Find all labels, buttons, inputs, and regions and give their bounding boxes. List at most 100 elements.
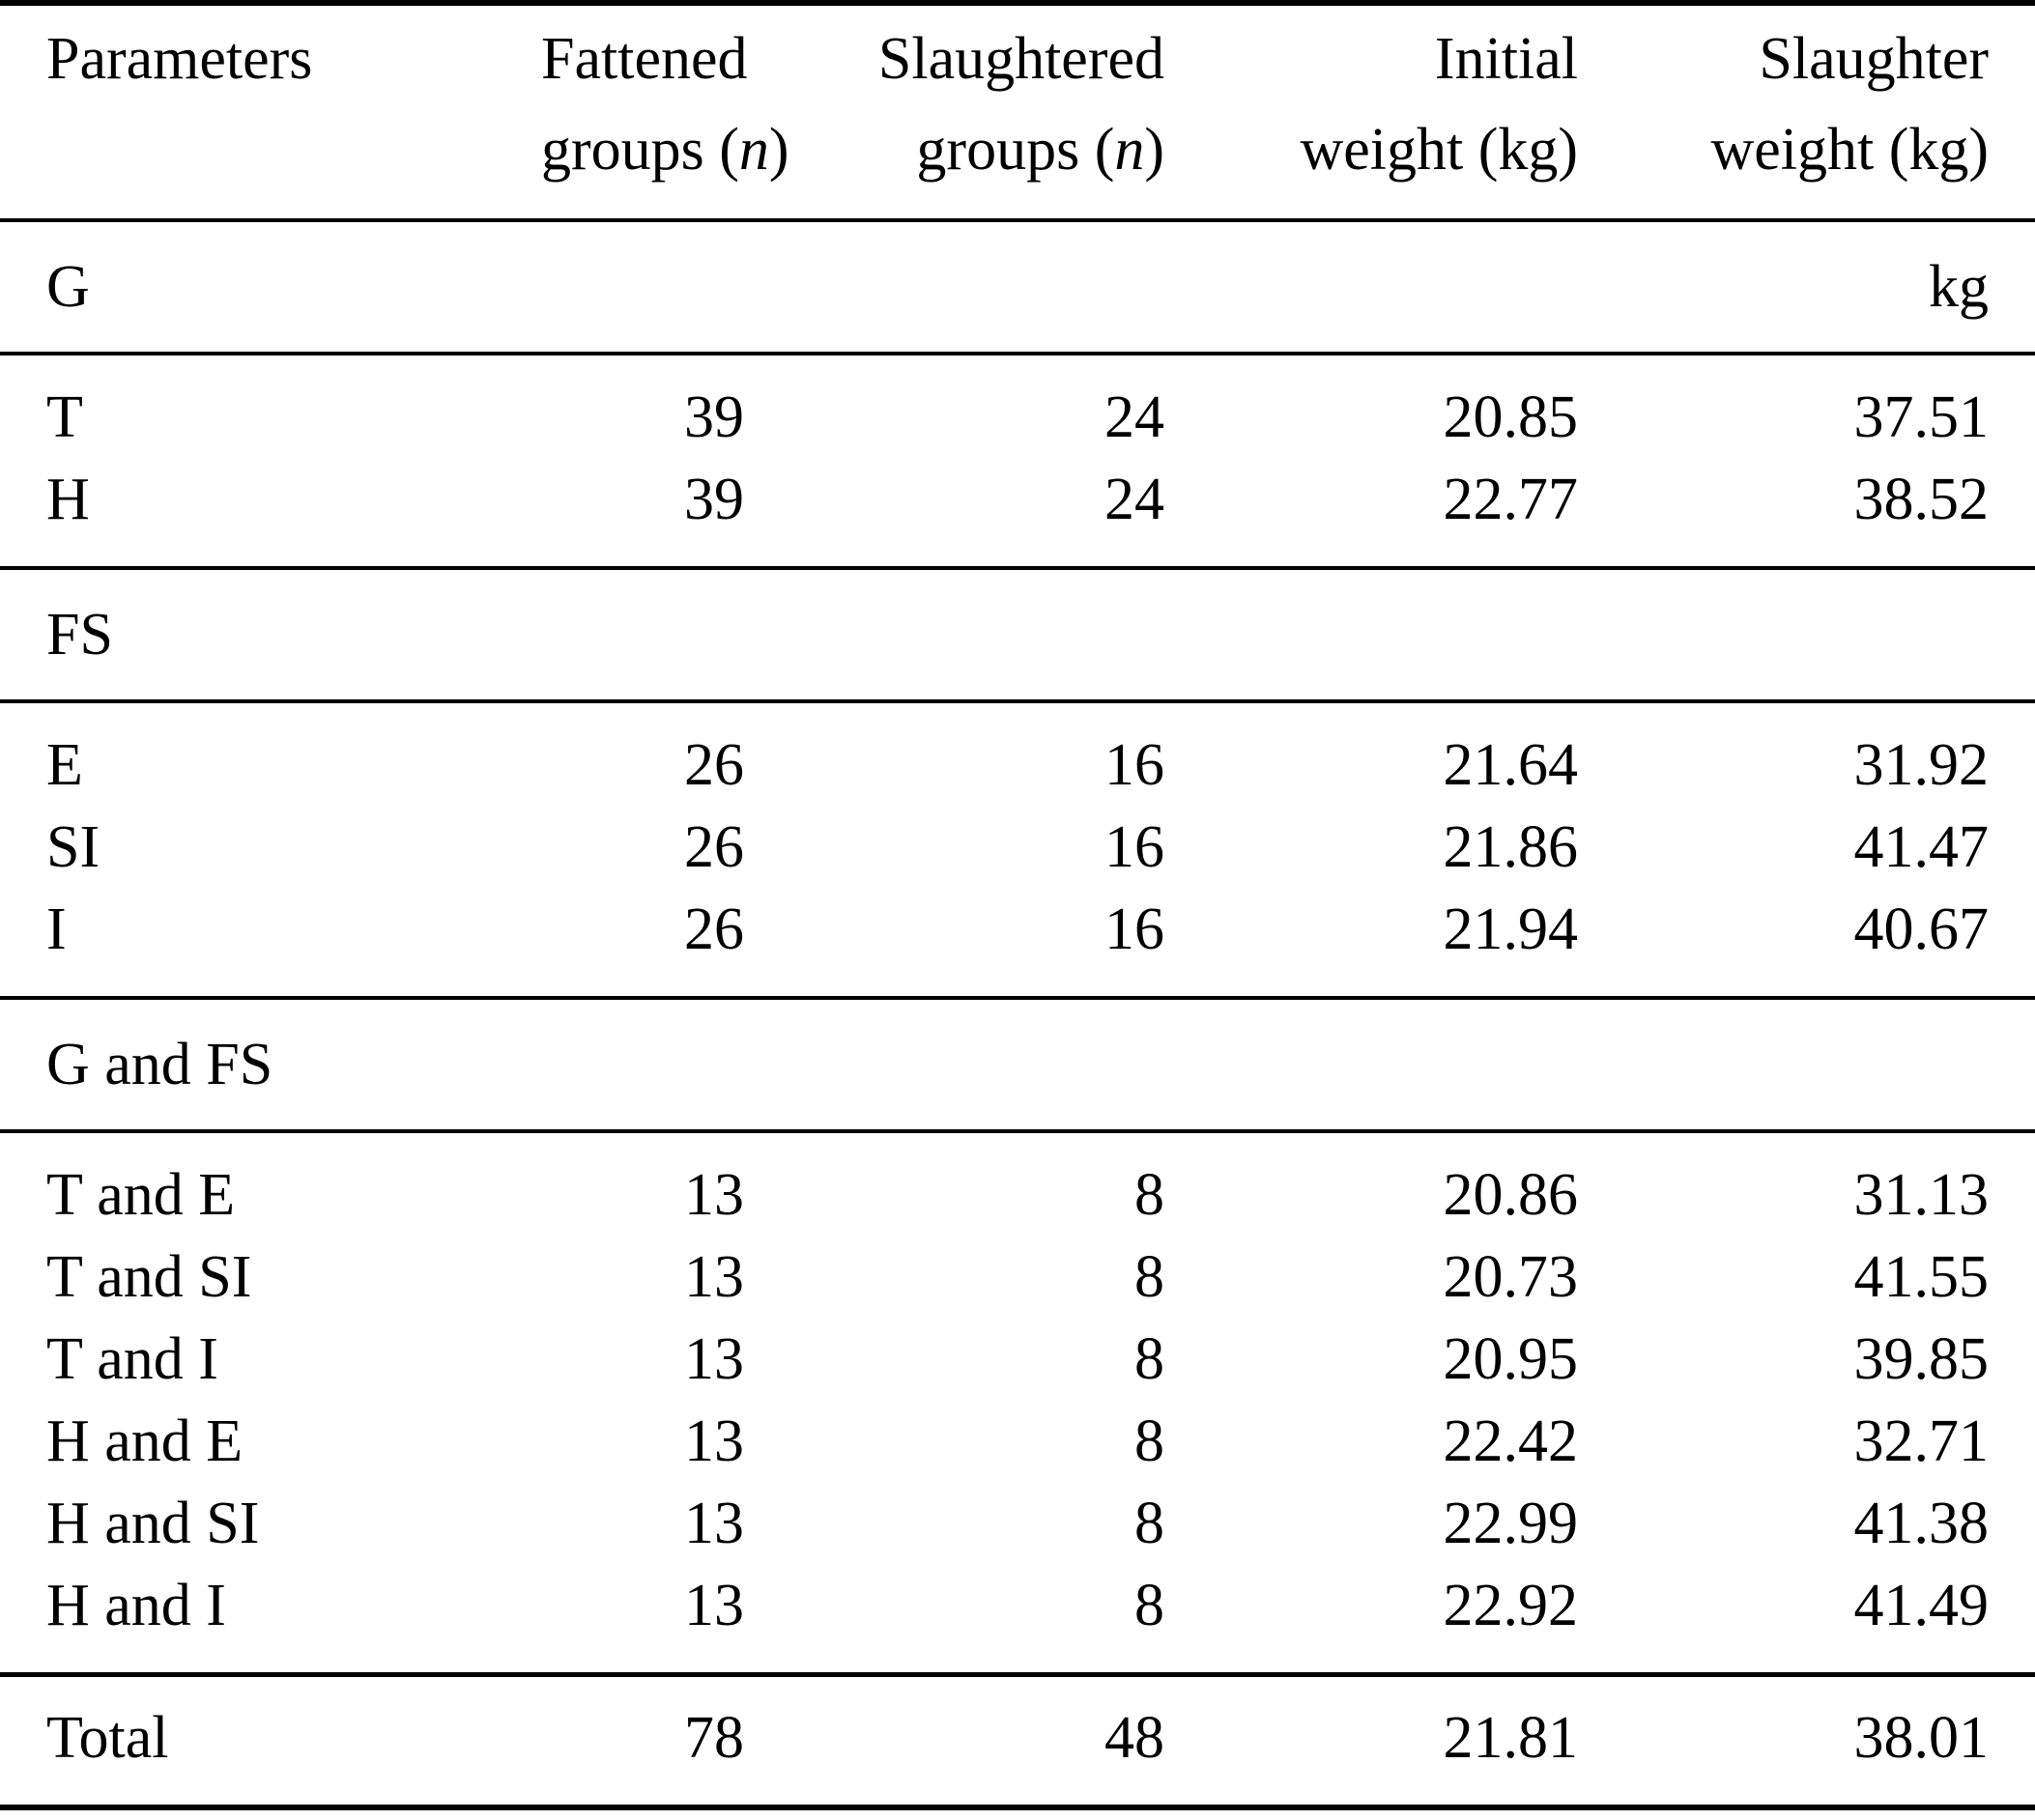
cell-param: H xyxy=(46,467,90,532)
cell-slaughtered: 16 xyxy=(1104,732,1164,798)
cell-param: H and E xyxy=(46,1408,244,1474)
empty-cell xyxy=(541,218,744,355)
section-label: G xyxy=(0,218,541,355)
cell-param: H and SI xyxy=(46,1491,260,1556)
cell-slaughtered: 24 xyxy=(1104,384,1164,450)
header-line1: Fattened xyxy=(541,26,748,92)
empty-cell xyxy=(1164,218,1578,355)
header-line2: groups ( xyxy=(541,117,739,183)
cell-slaughter-weight: 38.52 xyxy=(1853,467,1990,532)
cell-slaughter-weight: 40.67 xyxy=(1853,896,1990,962)
section-row-g-and-fs: G and FS xyxy=(0,996,2035,1133)
table-row-si: SI 26 16 21.86 41.47 xyxy=(0,807,2035,889)
cell-slaughtered: 16 xyxy=(1104,896,1164,962)
unit-cell xyxy=(1578,996,2035,1133)
empty-cell xyxy=(744,996,1164,1133)
cell-slaughter-weight: 41.49 xyxy=(1853,1573,1990,1638)
cell-initial-weight: 20.95 xyxy=(1443,1326,1579,1392)
table-row-h-and-si: H and SI 13 8 22.99 41.38 xyxy=(0,1483,2035,1565)
cell-initial-weight: 20.86 xyxy=(1443,1162,1579,1228)
cell-fattened: 39 xyxy=(684,467,744,532)
cell-param: T xyxy=(46,384,83,450)
cell-param: I xyxy=(46,896,67,962)
table-row-t-and-e: T and E 13 8 20.86 31.13 xyxy=(0,1131,2035,1237)
header-line1: Slaughtered xyxy=(877,26,1164,92)
table-row-t-and-i: T and I 13 8 20.95 39.85 xyxy=(0,1319,2035,1401)
table-row-h: H 39 24 22.77 38.52 xyxy=(0,459,2035,568)
cell-initial-weight: 21.64 xyxy=(1443,732,1579,798)
section-label: G and FS xyxy=(0,996,541,1133)
cell-param: T and I xyxy=(46,1326,218,1392)
empty-cell xyxy=(541,566,744,703)
table-row-e: E 26 16 21.64 31.92 xyxy=(0,701,2035,807)
empty-cell xyxy=(1164,566,1578,703)
italic-n: n xyxy=(1114,117,1145,183)
col-header-parameters: Parameters xyxy=(0,3,541,222)
cell-param: H and I xyxy=(46,1573,226,1638)
cell-slaughtered: 8 xyxy=(1134,1408,1164,1474)
unit-cell xyxy=(1578,566,2035,703)
cell-fattened: 13 xyxy=(684,1573,744,1638)
cell-slaughter-weight: 32.71 xyxy=(1853,1408,1990,1474)
cell-fattened: 26 xyxy=(684,896,744,962)
cell-slaughtered-total: 48 xyxy=(744,1672,1164,1807)
cell-param: T and E xyxy=(46,1162,236,1228)
header-row: Parameters Fattened groups (n) Slaughter… xyxy=(0,3,2035,222)
empty-cell xyxy=(1164,996,1578,1133)
col-header-fattened-groups: Fattened groups (n) xyxy=(541,3,789,222)
cell-slaughtered: 24 xyxy=(1104,467,1164,532)
cell-slaughtered: 8 xyxy=(1134,1162,1164,1228)
header-line2: weight (kg) xyxy=(1710,117,1989,183)
header-label: Parameters xyxy=(46,26,313,92)
section-row-g: G kg xyxy=(0,218,2035,355)
cell-fattened: 13 xyxy=(684,1244,744,1310)
col-header-initial-weight: Initial weight (kg) xyxy=(1164,3,1578,222)
cell-slaughter-weight: 31.92 xyxy=(1853,732,1990,798)
cell-slaughtered: 8 xyxy=(1134,1244,1164,1310)
section-label: FS xyxy=(0,566,541,703)
cell-param: E xyxy=(46,732,83,798)
cell-initial-weight-total: 21.81 xyxy=(1164,1672,1578,1807)
cell-slaughter-weight: 31.13 xyxy=(1853,1162,1990,1228)
cell-slaughter-weight: 37.51 xyxy=(1853,384,1990,450)
cell-slaughtered: 8 xyxy=(1134,1326,1164,1392)
italic-n: n xyxy=(738,117,769,183)
cell-fattened: 13 xyxy=(684,1408,744,1474)
unit-cell: kg xyxy=(1578,218,2035,355)
header-line2-close: ) xyxy=(1144,117,1164,183)
header-line2: weight (kg) xyxy=(1300,117,1578,183)
cell-slaughter-weight: 39.85 xyxy=(1853,1326,1990,1392)
header-line1: Slaughter xyxy=(1759,26,1989,92)
cell-initial-weight: 22.99 xyxy=(1443,1491,1579,1556)
table-row-h-and-e: H and E 13 8 22.42 32.71 xyxy=(0,1401,2035,1483)
cell-initial-weight: 20.85 xyxy=(1443,384,1579,450)
cell-initial-weight: 20.73 xyxy=(1443,1244,1579,1310)
cell-fattened: 13 xyxy=(684,1162,744,1228)
cell-fattened: 26 xyxy=(684,732,744,798)
cell-initial-weight: 21.94 xyxy=(1443,896,1579,962)
empty-cell xyxy=(744,566,1164,703)
table-row-i: I 26 16 21.94 40.67 xyxy=(0,889,2035,998)
table-row-h-and-i: H and I 13 8 22.92 41.49 xyxy=(0,1565,2035,1675)
cell-slaughtered: 8 xyxy=(1134,1573,1164,1638)
col-header-slaughtered-groups: Slaughtered groups (n) xyxy=(744,3,1164,222)
section-row-fs: FS xyxy=(0,566,2035,703)
total-row: Total 78 48 21.81 38.01 xyxy=(0,1672,2035,1807)
cell-fattened: 39 xyxy=(684,384,744,450)
cell-slaughtered: 8 xyxy=(1134,1491,1164,1556)
cell-initial-weight: 22.77 xyxy=(1443,467,1579,532)
cell-slaughter-weight: 41.38 xyxy=(1853,1491,1990,1556)
cell-slaughter-weight: 41.47 xyxy=(1853,814,1990,880)
empty-cell xyxy=(541,996,744,1133)
empty-cell xyxy=(744,218,1164,355)
header-line1: Initial xyxy=(1434,26,1578,92)
cell-slaughter-weight-total: 38.01 xyxy=(1578,1672,2035,1807)
cell-initial-weight: 22.92 xyxy=(1443,1573,1579,1638)
header-line2: groups ( xyxy=(916,117,1115,183)
cell-param-total: Total xyxy=(0,1672,541,1807)
cell-fattened: 26 xyxy=(684,814,744,880)
cell-initial-weight: 21.86 xyxy=(1443,814,1579,880)
cell-slaughter-weight: 41.55 xyxy=(1853,1244,1990,1310)
table-row-t: T 39 24 20.85 37.51 xyxy=(0,354,2035,459)
